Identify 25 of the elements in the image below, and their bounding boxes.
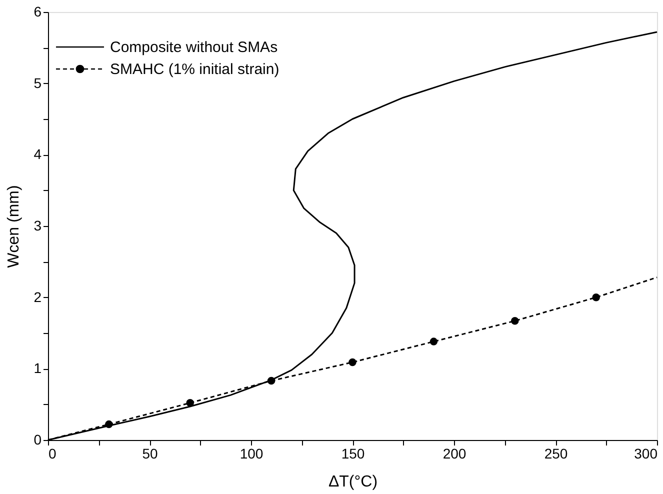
y-tick-label: 6 bbox=[34, 4, 42, 20]
x-tick-label: 100 bbox=[240, 446, 264, 462]
point bbox=[105, 420, 113, 428]
legend-label: SMAHC (1% initial strain) bbox=[110, 61, 280, 78]
x-tick-label: 200 bbox=[442, 446, 466, 462]
x-axis-title: ΔT(°C) bbox=[328, 474, 378, 490]
point bbox=[511, 317, 519, 325]
legend-label: Composite without SMAs bbox=[110, 39, 278, 56]
x-tick-label: 250 bbox=[544, 446, 568, 462]
y-tick-label: 2 bbox=[34, 288, 42, 305]
point bbox=[267, 376, 276, 385]
point bbox=[430, 338, 438, 346]
x-tick-label: 150 bbox=[341, 446, 365, 462]
point bbox=[348, 358, 356, 366]
x-tick-label: 50 bbox=[142, 446, 158, 462]
point bbox=[592, 293, 600, 302]
x-tick-label: 0 bbox=[48, 446, 56, 462]
point bbox=[186, 399, 194, 407]
y-tick-label: 0 bbox=[34, 432, 42, 448]
y-tick-label: 1 bbox=[34, 360, 42, 376]
y-axis-title: Wcen (mm) bbox=[6, 185, 23, 268]
y-tick-label: 3 bbox=[34, 218, 42, 234]
x-tick-label: 300 bbox=[634, 446, 658, 462]
y-tick-label: 5 bbox=[34, 74, 42, 91]
y-tick-label: 4 bbox=[34, 146, 42, 162]
